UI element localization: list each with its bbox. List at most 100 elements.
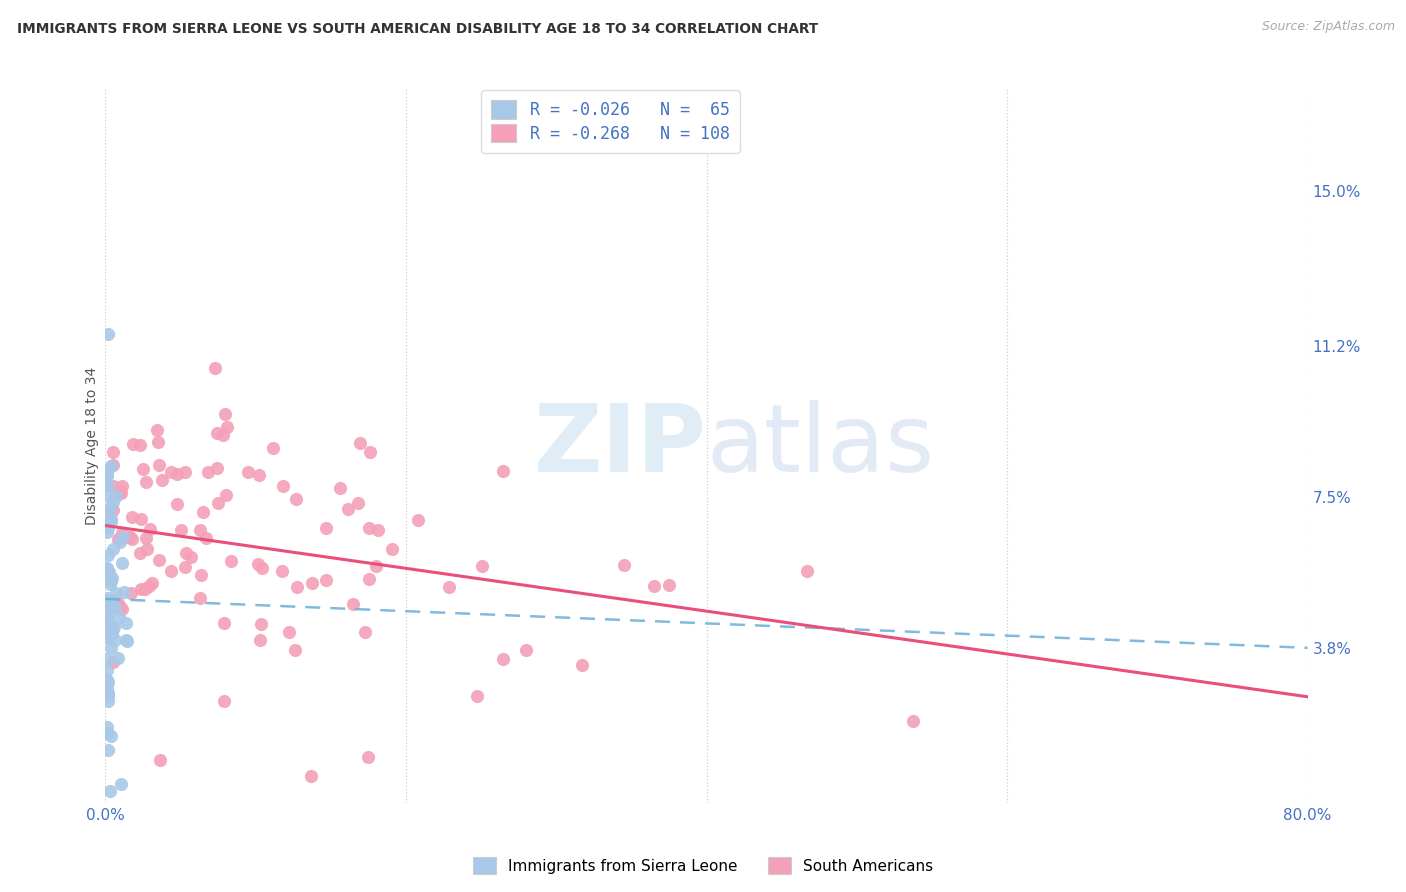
Point (148, 458, 170, 472)
Point (136, 541, 159, 556)
Point (120, 586, 142, 600)
Point (207, 461, 229, 475)
Point (247, 468, 270, 483)
Point (111, 601, 134, 615)
Point (105, 585, 128, 599)
Point (197, 465, 219, 479)
Point (96, 615, 118, 630)
Point (108, 535, 131, 549)
Point (121, 510, 143, 524)
Point (284, 643, 307, 657)
Text: atlas: atlas (707, 400, 935, 492)
Point (97, 478, 120, 492)
Point (301, 575, 323, 590)
Point (101, 458, 124, 473)
Point (219, 554, 242, 568)
Point (212, 694, 235, 708)
Point (96, 517, 118, 532)
Point (104, 599, 127, 614)
Point (100, 514, 122, 528)
Point (96, 521, 118, 535)
Text: ZIP: ZIP (534, 400, 707, 492)
Point (118, 530, 141, 544)
Point (101, 656, 124, 670)
Point (492, 652, 515, 666)
Point (96, 611, 118, 625)
Point (101, 626, 124, 640)
Point (138, 579, 160, 593)
Point (357, 749, 380, 764)
Point (96, 663, 118, 677)
Point (98, 783, 121, 797)
Point (129, 512, 152, 526)
Point (96, 591, 118, 605)
Point (359, 445, 381, 459)
Point (366, 558, 388, 573)
Point (215, 487, 238, 501)
Point (114, 616, 136, 631)
Point (103, 620, 125, 634)
Point (96, 608, 118, 623)
Point (96, 594, 118, 608)
Point (262, 441, 284, 455)
Point (97, 548, 120, 562)
Text: Source: ZipAtlas.com: Source: ZipAtlas.com (1261, 20, 1395, 33)
Point (284, 491, 307, 506)
Point (271, 478, 294, 492)
Point (191, 505, 214, 519)
Point (98, 577, 121, 591)
Point (465, 690, 488, 704)
Point (97, 685, 120, 699)
Point (146, 434, 169, 449)
Point (98, 599, 121, 614)
Point (146, 423, 169, 437)
Point (278, 624, 301, 639)
Point (97, 632, 120, 646)
Point (150, 473, 173, 487)
Point (148, 553, 170, 567)
Point (190, 568, 212, 582)
Point (110, 777, 132, 791)
Point (122, 437, 145, 451)
Point (104, 632, 127, 647)
Point (96, 561, 118, 575)
Point (285, 580, 308, 594)
Point (249, 632, 271, 647)
Point (215, 419, 238, 434)
Point (96, 512, 118, 526)
Point (173, 560, 195, 574)
Point (101, 495, 124, 509)
Point (207, 496, 229, 510)
Point (107, 532, 129, 546)
Point (98, 500, 121, 514)
Point (132, 462, 155, 476)
Point (166, 467, 188, 482)
Point (212, 615, 235, 630)
Point (96, 651, 118, 665)
Point (214, 407, 236, 421)
Point (135, 475, 157, 489)
Point (100, 459, 122, 474)
Point (112, 584, 135, 599)
Point (129, 582, 152, 596)
Point (315, 521, 337, 535)
Point (211, 428, 233, 442)
Point (97, 694, 120, 708)
Point (139, 523, 162, 537)
Point (96, 562, 118, 576)
Point (135, 532, 157, 546)
Point (96, 681, 118, 696)
Point (271, 564, 294, 578)
Point (112, 530, 135, 544)
Point (471, 559, 494, 574)
Point (252, 561, 274, 575)
Point (115, 634, 138, 648)
Point (96, 467, 118, 481)
Text: IMMIGRANTS FROM SIERRA LEONE VS SOUTH AMERICAN DISABILITY AGE 18 TO 34 CORRELATI: IMMIGRANTS FROM SIERRA LEONE VS SOUTH AM… (17, 22, 818, 37)
Point (246, 557, 269, 571)
Point (110, 600, 132, 615)
Point (101, 502, 124, 516)
Point (643, 579, 665, 593)
Point (97, 675, 120, 690)
Point (96, 469, 118, 483)
